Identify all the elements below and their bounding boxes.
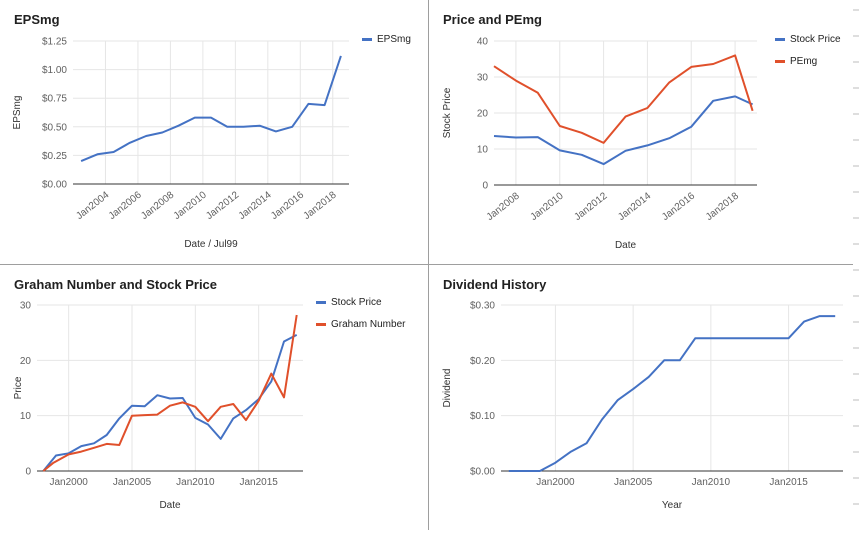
chart-panel-graham-number: Graham Number and Stock Price 0 10 20 30 Jan… <box>0 265 428 530</box>
x-tick-label: Jan2010 <box>692 477 731 488</box>
panel-divider-horizontal <box>0 264 853 265</box>
legend-label: Stock Price <box>790 34 841 45</box>
x-tick-label: Jan2012 <box>572 190 609 223</box>
y-axis-title: EPSmg <box>12 96 23 130</box>
y-tick-label: 40 <box>477 37 489 48</box>
x-tick-label: Jan2010 <box>529 190 566 223</box>
series-line-stock-price <box>42 334 298 472</box>
legend-label: EPSmg <box>377 34 411 45</box>
legend-swatch <box>362 38 372 41</box>
x-tick-label: Jan2014 <box>616 190 653 223</box>
x-tick-label: Jan2010 <box>176 477 215 488</box>
series-line-epsmg <box>80 55 342 163</box>
legend-swatch <box>775 38 785 41</box>
y-tick-label: $0.50 <box>42 122 67 133</box>
legend-label: Graham Number <box>331 319 406 330</box>
y-tick-label: $1.00 <box>42 65 67 76</box>
dividend-history-line-chart: $0.00 $0.10 $0.20 $0.30 Jan2000 Jan2005 Jan201… <box>442 301 843 511</box>
y-axis-title: Price <box>13 376 24 399</box>
x-tick-label: Jan2016 <box>269 189 306 222</box>
legend-label: Stock Price <box>331 297 382 308</box>
y-tick-label: 20 <box>477 109 489 120</box>
x-tick-label: Jan2016 <box>660 190 697 223</box>
y-tick-label: 10 <box>20 411 32 422</box>
x-tick-label: Jan2000 <box>49 477 88 488</box>
chart-panel-epsmg: EPSmg $0.00 $0.25 $0.50 $0.75 $1.00 $1.25 Jan2… <box>0 0 428 264</box>
y-tick-label: $0.10 <box>470 411 495 422</box>
x-tick-label: Jan2005 <box>614 477 653 488</box>
x-tick-label: Jan2005 <box>113 477 152 488</box>
x-axis-title: Date <box>615 240 637 251</box>
y-tick-label: $0.25 <box>42 151 67 162</box>
right-edge-gutter <box>853 9 859 505</box>
y-tick-label: $0.30 <box>470 301 495 312</box>
chart-title: Price and PEmg <box>443 12 542 27</box>
x-tick-label: Jan2006 <box>107 189 144 222</box>
chart-panel-dividend-history: Dividend History $0.00 $0.10 $0.20 $0.30 Jan… <box>429 265 853 530</box>
y-tick-label: 30 <box>477 73 489 84</box>
series-line-stock-price <box>493 95 754 166</box>
y-axis-title: Dividend <box>442 369 453 408</box>
legend-swatch <box>316 301 326 304</box>
y-tick-label: 30 <box>20 301 32 312</box>
y-tick-label: $0.20 <box>470 356 495 367</box>
x-tick-label: Jan2004 <box>74 189 111 222</box>
y-tick-label: $0.75 <box>42 94 67 105</box>
series-line-dividend <box>508 315 836 472</box>
x-axis-title: Date / Jul99 <box>184 239 238 250</box>
x-tick-label: Jan2015 <box>769 477 808 488</box>
y-tick-label: 0 <box>482 181 488 192</box>
y-tick-label: $1.25 <box>42 37 67 48</box>
series-line-pemg <box>493 54 754 144</box>
y-tick-label: $0.00 <box>42 180 67 191</box>
x-tick-label: Jan2018 <box>704 190 741 223</box>
chart-panel-price-pemg: Price and PEmg 0 10 20 30 40 Jan2008 Jan2010 Ja… <box>429 0 853 264</box>
x-axis-title: Date <box>159 500 181 511</box>
chart-title: Graham Number and Stock Price <box>14 277 218 292</box>
x-tick-label: Jan2008 <box>485 190 522 223</box>
x-axis-title: Year <box>662 500 683 511</box>
x-tick-label: Jan2010 <box>172 189 209 222</box>
x-tick-label: Jan2012 <box>204 189 241 222</box>
x-tick-label: Jan2008 <box>139 189 176 222</box>
y-axis-title: Stock Price <box>442 87 453 138</box>
y-tick-label: 0 <box>25 467 31 478</box>
y-tick-label: 10 <box>477 145 489 156</box>
x-tick-label: Jan2015 <box>239 477 278 488</box>
legend-label: PEmg <box>790 56 817 67</box>
chart-title: Dividend History <box>443 277 547 292</box>
y-tick-label: 20 <box>20 356 32 367</box>
x-tick-label: Jan2000 <box>536 477 575 488</box>
series-line-graham-number <box>42 314 298 472</box>
legend-swatch <box>316 323 326 326</box>
y-tick-label: $0.00 <box>470 467 495 478</box>
x-tick-label: Jan2014 <box>237 189 274 222</box>
graham-number-line-chart: 0 10 20 30 Jan2000 Jan2005 Jan2010 Jan2015 Price… <box>13 297 406 511</box>
legend-swatch <box>775 60 785 63</box>
panel-divider-vertical <box>428 0 429 530</box>
epsmg-line-chart: $0.00$0.25$0.50$0.75$1.00$1.25Jan2004Jan… <box>12 34 411 250</box>
x-tick-label: Jan2018 <box>302 189 339 222</box>
chart-title: EPSmg <box>14 12 60 27</box>
